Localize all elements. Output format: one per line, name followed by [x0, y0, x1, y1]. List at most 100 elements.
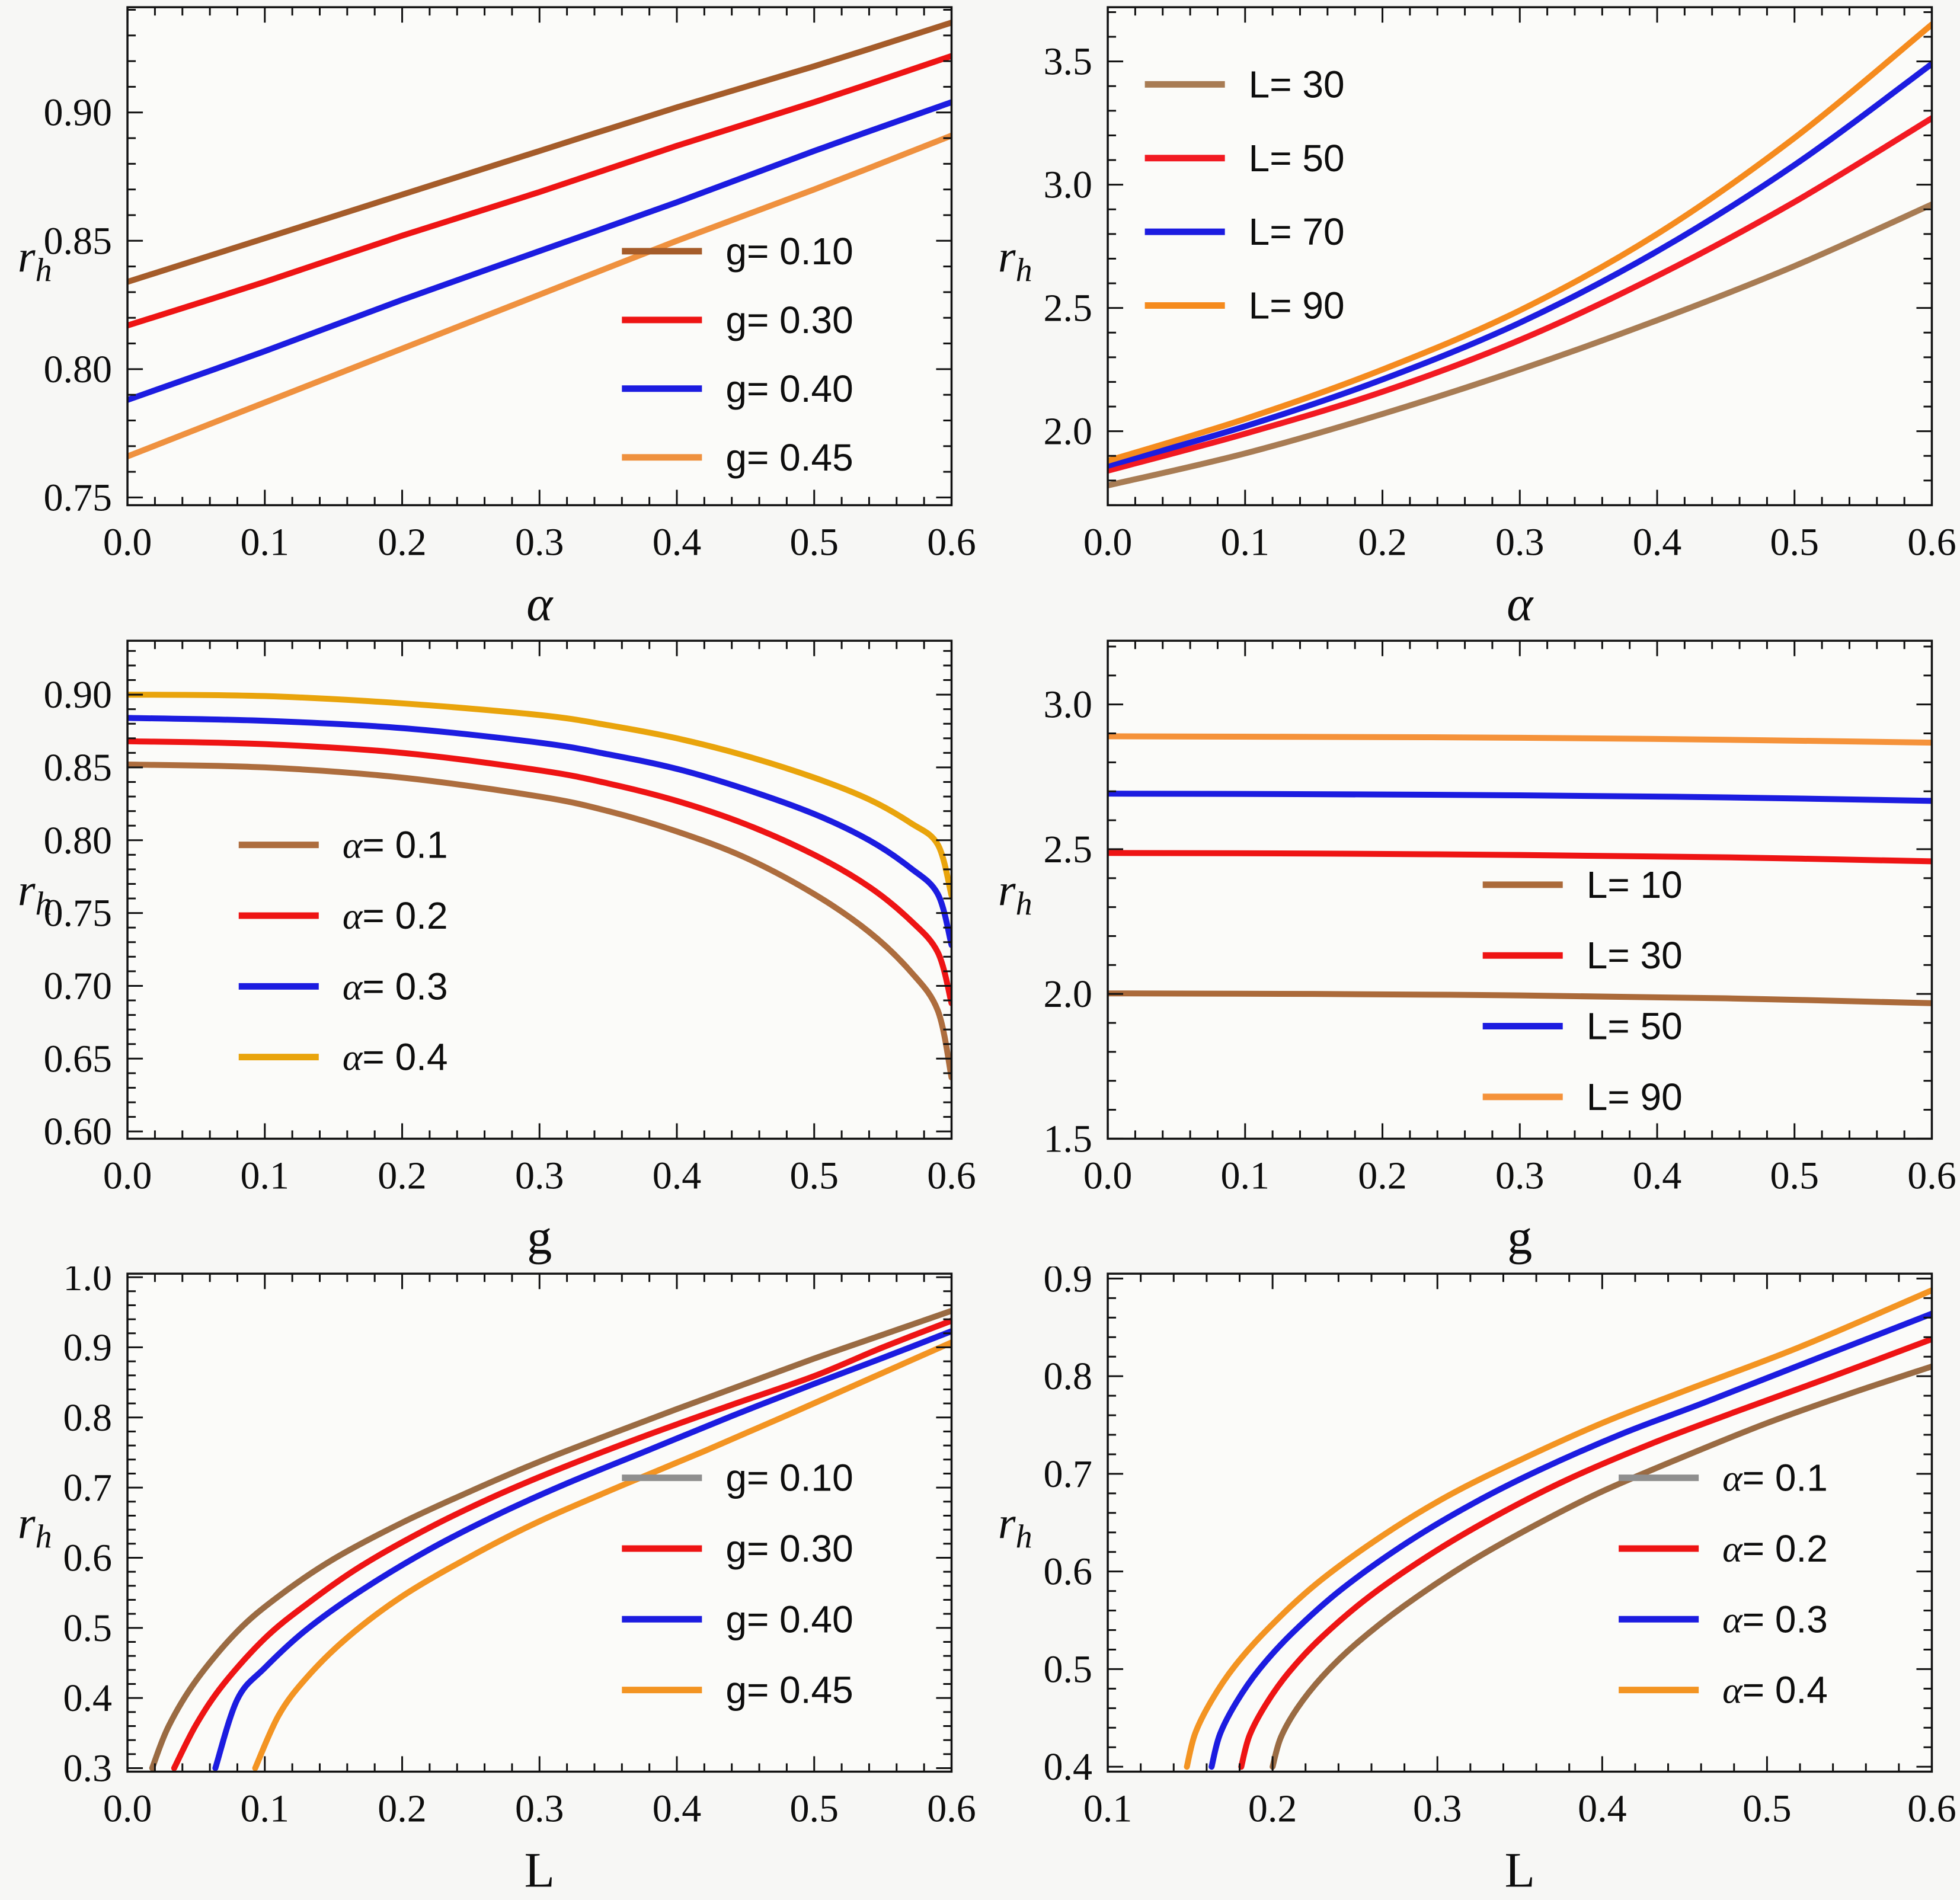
panel-rh-vs-L-by-g: 0.0 0.1 0.2 0.3 0.4 0.5 0.6 0.3 0.4 0.5 0.6 0.7 0.8 0…: [0, 1266, 980, 1900]
legend-item-α-0.1: α= 0.1: [238, 823, 448, 866]
legend-item-g-0.30: g= 0.30: [622, 1527, 853, 1570]
x-tick-label: 0.2: [1248, 1787, 1297, 1831]
x-tick-label: 0.1: [1220, 1154, 1270, 1197]
x-tick-label: 0.6: [927, 1787, 976, 1831]
legend-item-L-50: L= 50: [1482, 1005, 1682, 1047]
y-tick-label: 2.0: [1043, 410, 1092, 453]
curve-L-70: [1107, 60, 1932, 469]
x-tick-label: 0.6: [1907, 520, 1956, 564]
x-tick-label: 0.2: [378, 1787, 427, 1831]
panel-rh-vs-alpha-by-L: 0.0 0.1 0.2 0.3 0.4 0.5 0.6 2.0 2.5 3.0 3.5 α rh L= 3…: [980, 0, 1960, 634]
x-tick-label: 0.6: [927, 520, 976, 564]
y-tick-label: 3.0: [1043, 164, 1092, 207]
y-tick-label: 0.75: [44, 476, 113, 519]
legend-label: L= 90: [1586, 1076, 1682, 1118]
curve-L-10: [1107, 990, 1932, 1006]
ticks: [126, 640, 952, 1139]
legend-label: α= 0.1: [343, 823, 448, 866]
plot-area: [1107, 640, 1932, 1139]
curve-alpha-0-2: [127, 738, 952, 1006]
curve-g-0-10: [127, 20, 952, 285]
curve-g-0-30: [171, 1317, 952, 1771]
legend-label: L= 50: [1586, 1005, 1682, 1047]
x-tick-label: 0.4: [1578, 1787, 1627, 1831]
legend-item-α-0.1: α= 0.1: [1618, 1457, 1828, 1499]
legend-label: L= 70: [1248, 210, 1344, 253]
y-tick-label: 1.0: [63, 1266, 113, 1299]
x-tick-label: 0.3: [1412, 1787, 1462, 1831]
chart-rh-vs-g-by-alpha: 0.0 0.1 0.2 0.3 0.4 0.5 0.6 0.60 0.65 0.70 0.75 0.8…: [18, 639, 976, 1265]
panel-rh-vs-g-by-alpha: 0.0 0.1 0.2 0.3 0.4 0.5 0.6 0.60 0.65 0.70 0.75 0.8…: [0, 634, 980, 1267]
legend: L= 30 L= 50 L= 70 L= 90: [1144, 63, 1344, 327]
legend-item-L-70: L= 70: [1144, 210, 1344, 253]
x-tick-label: 0.4: [653, 1787, 702, 1831]
y-tick-label: 0.7: [63, 1466, 113, 1509]
legend-label: g= 0.30: [725, 299, 853, 341]
legend-label: g= 0.40: [725, 1598, 853, 1641]
curve-alpha-0-4: [127, 691, 952, 898]
legend-item-g-0.45: g= 0.45: [622, 1669, 853, 1712]
y-tick-label: 0.60: [44, 1110, 113, 1153]
x-tick-label: 0.1: [1220, 520, 1270, 564]
legend: α= 0.1 α= 0.2 α= 0.3 α= 0.4: [238, 823, 448, 1078]
y-tick-label: 0.90: [44, 91, 113, 135]
legend-label: α= 0.4: [343, 1035, 448, 1078]
y-tick-label: 0.80: [44, 818, 113, 862]
legend-label: L= 10: [1586, 863, 1682, 906]
y-axis-label: rh: [18, 1499, 52, 1556]
y-tick-label: 3.0: [1043, 683, 1092, 726]
legend-item-α-0.3: α= 0.3: [1618, 1598, 1827, 1641]
legend-item-g-0.10: g= 0.10: [622, 1457, 853, 1499]
x-axis-label: α: [526, 576, 554, 631]
y-tick-label: 0.90: [44, 673, 113, 717]
legend-label: α= 0.1: [1722, 1457, 1828, 1499]
y-tick-label: 0.5: [1043, 1648, 1092, 1691]
legend-item-g-0.45: g= 0.45: [622, 436, 853, 479]
x-tick-label: 0.4: [653, 520, 702, 564]
x-tick-label: 0.6: [927, 1154, 976, 1197]
legend-item-g-0.30: g= 0.30: [622, 299, 853, 341]
x-axis-label: g: [1507, 1210, 1532, 1265]
ticks: [1107, 7, 1933, 506]
y-tick-label: 2.5: [1043, 828, 1092, 871]
legend-label: g= 0.45: [725, 436, 853, 479]
legend-item-α-0.2: α= 0.2: [1618, 1527, 1827, 1570]
x-tick-label: 0.3: [1495, 1154, 1545, 1197]
x-tick-label: 0.1: [241, 520, 290, 564]
curve-alpha-0-3: [1208, 1311, 1932, 1770]
chart-rh-vs-g-by-L: 0.0 0.1 0.2 0.3 0.4 0.5 0.6 1.5 2.0 2.5 3.0 g rh L= 1…: [998, 639, 1956, 1265]
legend: g= 0.10 g= 0.30 g= 0.40 g= 0.45: [622, 1457, 853, 1712]
ticks: [1107, 640, 1933, 1140]
legend-label: g= 0.10: [725, 1457, 853, 1499]
y-tick-label: 3.5: [1043, 40, 1092, 84]
y-tick-label: 0.65: [44, 1037, 113, 1080]
x-tick-label: 0.5: [1770, 520, 1819, 564]
x-tick-label: 0.2: [1358, 520, 1407, 564]
x-tick-label: 0.5: [789, 520, 839, 564]
chart-rh-vs-alpha-by-g: 0.0 0.1 0.2 0.3 0.4 0.5 0.6 0.75 0.80 0.85 0.90 α rh…: [18, 6, 976, 631]
y-tick-label: 0.85: [44, 746, 113, 789]
y-axis-label: rh: [998, 1499, 1032, 1556]
curve-g-0-40: [127, 99, 952, 403]
ticks: [1107, 1274, 1933, 1772]
legend-label: α= 0.2: [343, 894, 448, 937]
x-axis-label: g: [527, 1210, 552, 1265]
y-axis-label: rh: [998, 865, 1032, 922]
curve-g-0-40: [212, 1328, 952, 1771]
x-tick-label: 0.3: [515, 1154, 564, 1197]
x-tick-label: 0.3: [515, 1787, 564, 1831]
x-axis-label: α: [1507, 576, 1534, 631]
legend-label: L= 30: [1586, 934, 1682, 977]
y-axis-label: rh: [18, 865, 52, 922]
y-tick-label: 0.3: [63, 1747, 113, 1790]
x-tick-label: 0.0: [103, 520, 152, 564]
x-tick-label: 0.3: [1495, 520, 1545, 564]
curve-L-90: [1107, 21, 1932, 464]
x-tick-label: 0.5: [789, 1154, 839, 1197]
y-tick-label: 0.80: [44, 348, 113, 391]
y-tick-label: 0.4: [1043, 1746, 1092, 1789]
ticks: [126, 7, 952, 506]
y-tick-label: 0.75: [44, 891, 113, 935]
chart-rh-vs-L-by-g: 0.0 0.1 0.2 0.3 0.4 0.5 0.6 0.3 0.4 0.5 0.6 0.7 0.8 0…: [18, 1266, 976, 1898]
